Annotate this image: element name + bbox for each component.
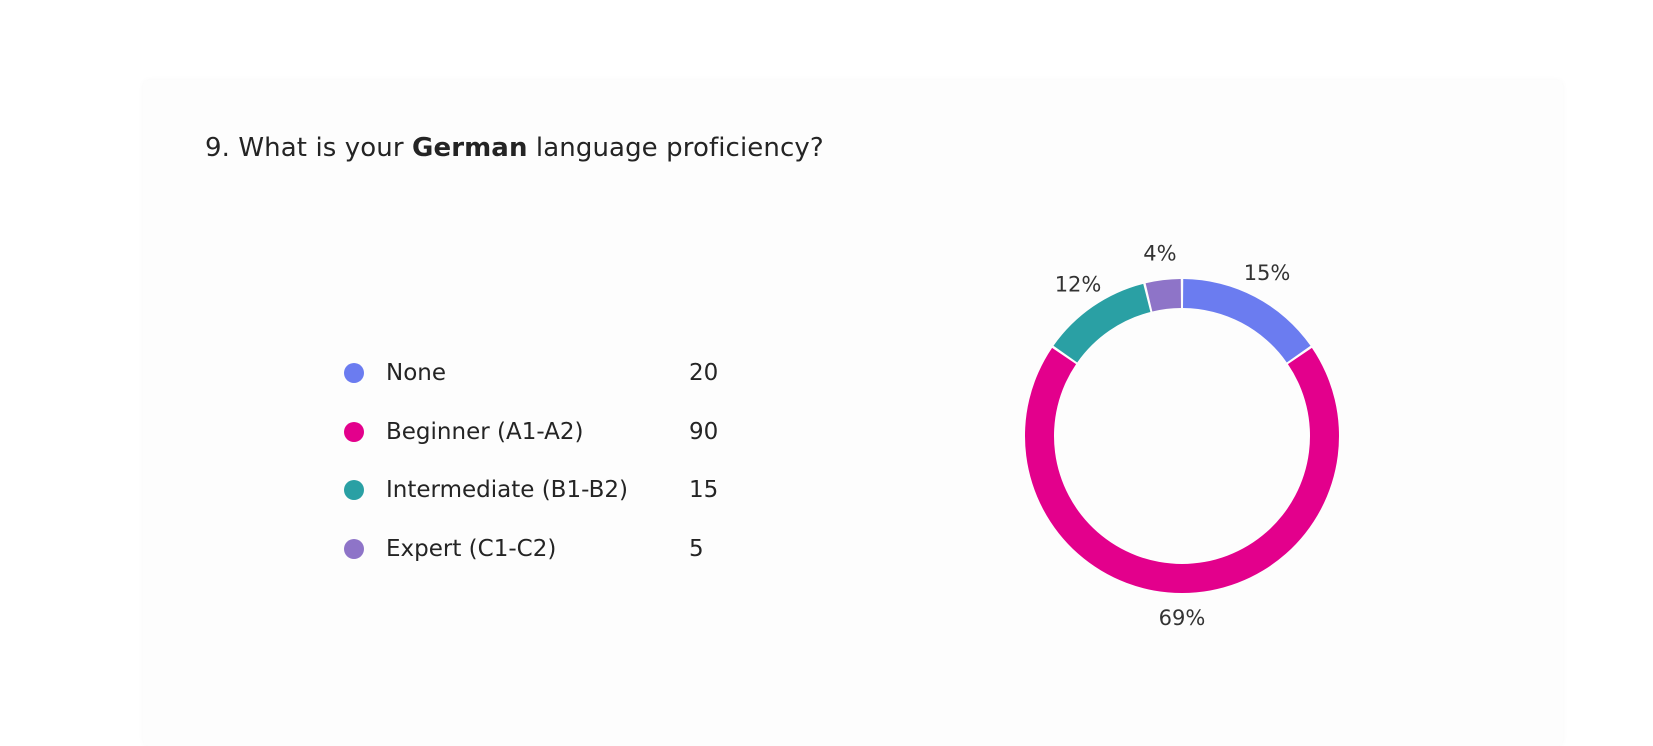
donut-label-none: 15% [1244, 261, 1291, 285]
donut-slice-intermediate[interactable] [1053, 283, 1151, 363]
donut-chart: 15% 69% 12% 4% [1025, 241, 1339, 630]
legend-item-beginner: Beginner (A1-A2) 90 [344, 417, 744, 476]
legend-dot-beginner [344, 421, 364, 442]
chart-legend: None 20 Beginner (A1-A2) 90 Intermediate… [344, 358, 744, 592]
legend-item-none: None 20 [344, 358, 744, 417]
legend-count-intermediate: 15 [689, 477, 719, 503]
donut-label-intermediate: 12% [1055, 272, 1102, 296]
legend-item-intermediate: Intermediate (B1-B2) 15 [344, 475, 744, 534]
legend-label-intermediate: Intermediate (B1-B2) [386, 477, 628, 503]
donut-slice-expert[interactable] [1145, 279, 1181, 312]
legend-item-expert: Expert (C1-C2) 5 [344, 534, 744, 593]
legend-dot-expert [344, 538, 364, 559]
question-title: 9. What is your German language proficie… [205, 131, 824, 165]
legend-dot-intermediate [344, 480, 364, 500]
donut-slice-beginner[interactable] [1025, 347, 1339, 593]
legend-count-expert: 5 [689, 535, 704, 562]
legend-label-none: None [386, 360, 447, 386]
question-suffix: language proficiency? [527, 133, 824, 163]
legend-count-beginner: 90 [689, 418, 719, 445]
legend-count-none: 20 [689, 360, 719, 386]
legend-label-beginner: Beginner (A1-A2) [386, 418, 584, 445]
donut-label-expert: 4% [1143, 241, 1176, 265]
donut-label-beginner: 69% [1159, 606, 1206, 630]
legend-dot-none [344, 363, 364, 383]
donut-slice-none[interactable] [1183, 279, 1311, 363]
legend-label-expert: Expert (C1-C2) [386, 535, 557, 562]
question-bold-word: German [412, 133, 528, 163]
question-prefix: 9. What is your [205, 133, 413, 163]
